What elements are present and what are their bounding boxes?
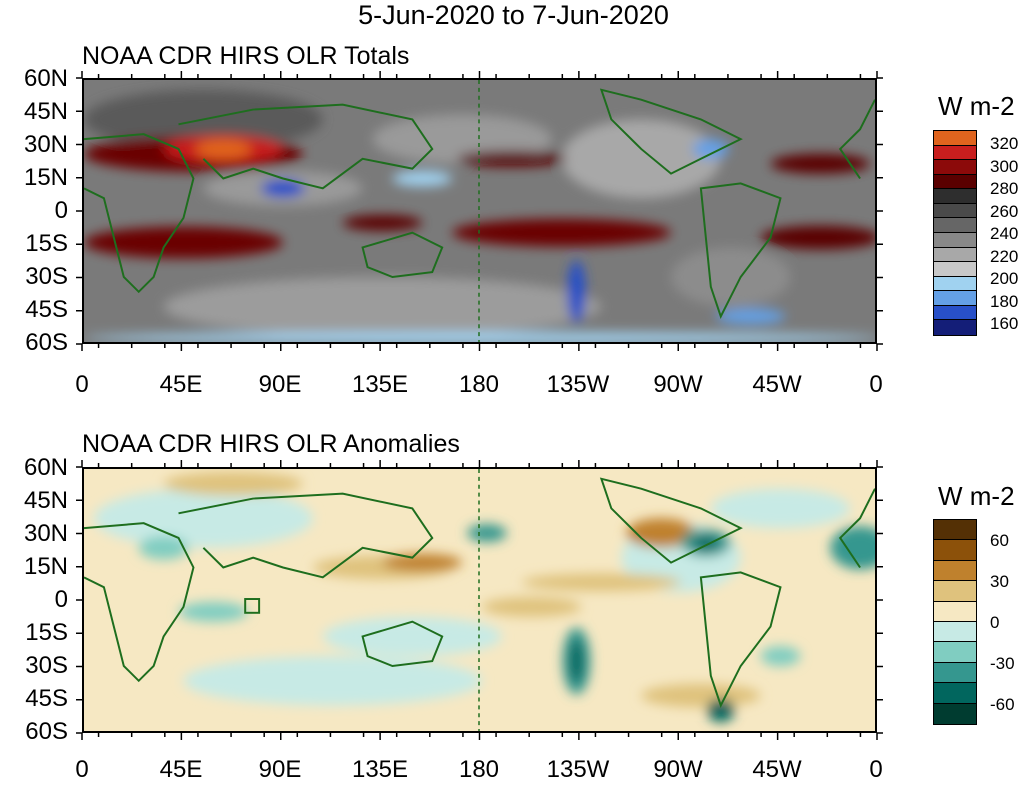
colorbar-swatch [934,189,976,204]
colorbar-swatch [934,291,976,306]
main-title: 5-Jun-2020 to 7-Jun-2020 [358,0,669,30]
totals-lon-label-135e: 135E [351,371,409,398]
totals-lon-label-90e: 90E [258,371,302,398]
colorbar-swatch [934,601,976,622]
colorbar-swatch [934,160,976,175]
anomalies-lon-label-0: 0 [75,756,89,783]
totals-cb-label-200: 200 [990,269,1019,288]
anomalies-lon-label-90e: 90E [258,756,302,783]
totals-lon-label-180: 180 [458,371,500,398]
totals-lon-label-45w: 45W [752,371,802,398]
anomalies-cb-label-30: 30 [990,572,1009,591]
colorbar-swatch [934,247,976,263]
anomalies-colorbar-title: W m-2 [938,481,1015,511]
anomalies-cb-label-neg60: -60 [990,695,1015,714]
colorbar-swatch [934,662,976,684]
totals-lat-label-60s: 60S [25,329,68,356]
totals-cb-label-180: 180 [990,292,1019,311]
totals-lon-label-0-right: 0 [869,371,883,398]
colorbar-swatch [934,520,976,541]
totals-colorbar [933,130,977,336]
colorbar-swatch [934,232,976,248]
totals-cb-label-160: 160 [990,314,1019,333]
colorbar-swatch [934,703,976,724]
anomalies-lon-label-135e: 135E [351,756,409,783]
anomalies-lon-label-45e: 45E [159,756,203,783]
totals-colorbar-title: W m-2 [938,91,1015,121]
totals-cb-label-300: 300 [990,157,1019,176]
totals-lat-label-15n: 15N [23,164,68,191]
colorbar-swatch [934,581,976,602]
anomalies-lat-label-15s: 15S [25,619,68,646]
colorbar-swatch [934,305,976,321]
anomalies-lat-label-15n: 15N [23,553,68,580]
colorbar-swatch [934,131,976,146]
totals-lon-label-135w: 135W [546,371,610,398]
totals-lat-label-30n: 30N [23,131,68,158]
totals-lat-label-45n: 45N [23,98,68,125]
anomalies-lat-label-60s: 60S [25,718,68,745]
colorbar-swatch [934,621,976,643]
totals-cb-label-260: 260 [990,202,1019,221]
anomalies-cb-label-0: 0 [990,613,1000,632]
totals-cb-label-320: 320 [990,134,1019,153]
anomalies-lon-label-45w: 45W [752,756,802,783]
anomalies-colorbar [933,519,977,725]
anomalies-lat-label-45s: 45S [25,685,68,712]
totals-cb-label-280: 280 [990,179,1019,198]
anomalies-lon-label-90w: 90W [653,756,703,783]
totals-cb-label-220: 220 [990,247,1019,266]
colorbar-swatch [934,642,976,663]
totals-map-svg [84,80,875,342]
colorbar-swatch [934,174,976,190]
colorbar-swatch [934,203,976,219]
colorbar-swatch [934,218,976,233]
totals-lon-label-0: 0 [75,371,89,398]
anomalies-lat-label-30s: 30S [25,652,68,679]
anomalies-lat-label-30n: 30N [23,520,68,547]
anomalies-cb-label-60: 60 [990,531,1009,550]
totals-lon-label-90w: 90W [653,371,703,398]
anomalies-lon-label-180: 180 [458,756,500,783]
totals-lat-label-60n: 60N [23,65,68,92]
anomalies-lat-label-45n: 45N [23,487,68,514]
totals-lat-label-30s: 30S [25,263,68,290]
colorbar-swatch [934,276,976,292]
anomalies-map-svg [84,469,875,731]
totals-lat-label-45s: 45S [25,296,68,323]
anomalies-lon-label-135w: 135W [546,756,610,783]
colorbar-swatch [934,262,976,277]
totals-lat-label-0: 0 [54,197,68,224]
colorbar-swatch [934,683,976,704]
colorbar-swatch [934,540,976,561]
totals-panel-title: NOAA CDR HIRS OLR Totals [82,42,410,70]
anomalies-lat-label-60n: 60N [23,454,68,481]
anomalies-lat-label-0: 0 [54,586,68,613]
colorbar-swatch [934,320,976,335]
colorbar-swatch [934,560,976,582]
anomalies-cb-label-neg30: -30 [990,654,1015,673]
anomalies-lon-label-0-right: 0 [869,756,883,783]
totals-lon-label-45e: 45E [159,371,203,398]
anomalies-panel-title: NOAA CDR HIRS OLR Anomalies [82,430,460,458]
anomalies-map [82,467,877,733]
totals-lat-label-15s: 15S [25,230,68,257]
totals-map [82,78,877,344]
colorbar-swatch [934,145,976,161]
totals-cb-label-240: 240 [990,224,1019,243]
